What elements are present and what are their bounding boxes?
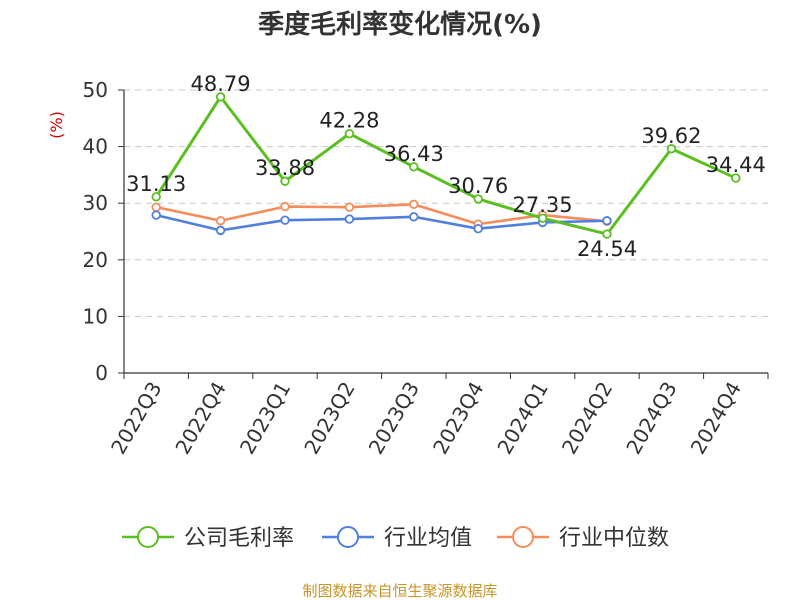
data-point (409, 212, 419, 222)
y-tick-label: 20 (83, 248, 108, 272)
data-point (344, 214, 355, 224)
data-point (731, 173, 741, 183)
legend-label: 公司毛利率 (184, 526, 294, 551)
x-tick-label: 2023Q3 (364, 378, 424, 459)
data-point (215, 225, 226, 236)
data-point (151, 192, 161, 202)
data-point (280, 201, 290, 212)
chart-title: 季度毛利率变化情况(%) (258, 9, 542, 40)
legend-label: 行业中位数 (559, 526, 669, 551)
data-label: 27.35 (513, 193, 573, 217)
series-1 (151, 210, 612, 236)
data-label: 34.44 (706, 153, 766, 177)
series-layer (151, 92, 741, 239)
data-point (215, 92, 226, 102)
data-label: 48.79 (191, 72, 251, 96)
data-point (602, 216, 612, 226)
legend-item-1: 行业均值 (322, 526, 472, 551)
series-line (155, 203, 608, 226)
grid-lines (124, 89, 768, 317)
data-point (409, 199, 419, 210)
y-tick-label: 10 (83, 304, 108, 328)
legend-marker (137, 526, 159, 548)
y-tick-label: 50 (83, 78, 108, 102)
legend: 公司毛利率 行业均值 行业中位数 (122, 526, 669, 551)
series-line (154, 95, 737, 236)
data-point (473, 194, 483, 204)
data-point (344, 202, 355, 212)
data-point (602, 229, 612, 239)
data-point (280, 176, 290, 186)
data-label: 39.62 (641, 124, 701, 148)
y-axis-unit: (%) (47, 111, 66, 139)
source-note: 制图数据来自恒生聚源数据库 (302, 582, 497, 600)
data-label: 31.13 (126, 172, 186, 196)
x-tick-label: 2023Q4 (428, 378, 488, 459)
x-tick-label: 2024Q1 (492, 378, 552, 459)
x-tick-label: 2023Q1 (235, 378, 295, 459)
data-point (151, 210, 161, 220)
data-label: 24.54 (577, 237, 637, 261)
x-tick-label: 2024Q3 (621, 378, 681, 459)
x-tick-label: 2023Q2 (299, 378, 359, 459)
series-line (155, 213, 608, 232)
legend-label: 行业均值 (384, 526, 472, 551)
legend-item-2: 行业中位数 (497, 526, 669, 551)
x-tick-label: 2022Q4 (170, 378, 230, 459)
y-tick-label: 40 (83, 135, 108, 159)
data-label: 42.28 (319, 109, 379, 133)
data-label: 36.43 (384, 142, 444, 166)
data-point (409, 162, 419, 172)
x-tick-label: 2022Q3 (106, 378, 166, 459)
y-tick-label: 0 (95, 361, 108, 385)
data-labels: 31.13 48.79 33.8842.2836.4330.7627.3524.54… (126, 72, 766, 261)
data-label: 30.76 (448, 174, 508, 198)
series-0 (151, 92, 741, 239)
data-point (215, 216, 226, 226)
data-point (280, 215, 290, 225)
x-tick-label: 2024Q4 (686, 378, 746, 459)
legend-marker (337, 526, 359, 548)
data-point (666, 144, 677, 154)
x-tick-label: 2024Q2 (557, 378, 617, 459)
data-point (537, 213, 548, 223)
data-point (344, 128, 355, 139)
legend-marker (512, 526, 534, 548)
data-point (473, 223, 483, 234)
data-point (151, 202, 161, 212)
data-label: 33.88 (255, 156, 315, 180)
legend-item-0: 公司毛利率 (122, 526, 294, 551)
y-tick-label: 30 (83, 191, 108, 215)
